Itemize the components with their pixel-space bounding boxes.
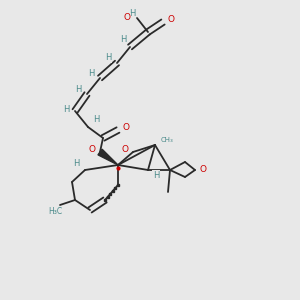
Text: H: H <box>75 85 81 94</box>
Text: O: O <box>122 124 130 133</box>
Text: O: O <box>124 14 130 22</box>
Text: H: H <box>129 10 135 19</box>
Text: O: O <box>88 146 95 154</box>
Text: O: O <box>200 166 206 175</box>
Text: O: O <box>122 145 128 154</box>
Text: H₃C: H₃C <box>48 206 62 215</box>
Text: H: H <box>73 160 79 169</box>
Text: H: H <box>105 53 111 62</box>
Polygon shape <box>98 149 118 165</box>
Text: H: H <box>93 115 99 124</box>
Text: H: H <box>88 68 94 77</box>
Text: H: H <box>63 104 69 113</box>
Text: H: H <box>120 34 126 43</box>
Text: CH₃: CH₃ <box>160 137 173 143</box>
Text: O: O <box>167 16 175 25</box>
Text: H: H <box>153 170 159 179</box>
